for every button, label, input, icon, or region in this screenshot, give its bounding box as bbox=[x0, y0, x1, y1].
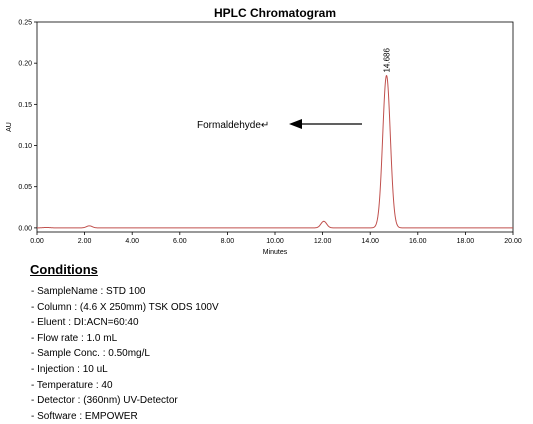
y-tick-label: 0.10 bbox=[18, 143, 32, 150]
y-tick-label: 0.15 bbox=[18, 102, 32, 109]
x-tick-label: 16.00 bbox=[409, 238, 427, 245]
condition-item: - Sample Conc. : 0.50mg/L bbox=[31, 348, 150, 360]
x-tick-label: 0.00 bbox=[30, 238, 44, 245]
x-axis-ticks: 0.00 2.00 4.00 6.00 8.00 10.00 12.00 14.00 16.00… bbox=[30, 232, 522, 245]
x-axis-label: Minutes bbox=[263, 249, 288, 256]
y-tick-label: 0.05 bbox=[18, 184, 32, 191]
annotation-arrowhead bbox=[289, 119, 302, 129]
x-tick-label: 6.00 bbox=[173, 238, 187, 245]
condition-item: - Detector : (360nm) UV-Detector bbox=[31, 395, 178, 407]
y-axis-label: AU bbox=[6, 122, 13, 132]
x-tick-label: 2.00 bbox=[78, 238, 92, 245]
condition-item: - Temperature : 40 bbox=[31, 379, 113, 391]
condition-item: - Flow rate : 1.0 mL bbox=[31, 332, 118, 344]
x-tick-label: 12.00 bbox=[314, 238, 332, 245]
chromatogram-chart: HPLC Chromatogram 0.000.050.100.150.200.… bbox=[6, 6, 522, 256]
x-tick-label: 18.00 bbox=[457, 238, 475, 245]
conditions-title: Conditions bbox=[30, 262, 98, 277]
y-tick-label: 0.20 bbox=[18, 61, 32, 68]
x-tick-label: 4.00 bbox=[125, 238, 139, 245]
x-tick-label: 20.00 bbox=[504, 238, 522, 245]
chart-title: HPLC Chromatogram bbox=[214, 6, 336, 20]
x-tick-label: 8.00 bbox=[221, 238, 235, 245]
plot-frame bbox=[36, 21, 514, 233]
x-tick-label: 10.00 bbox=[266, 238, 284, 245]
condition-item: - Software : EMPOWER bbox=[31, 410, 138, 422]
y-axis-ticks: 0.00 0.05 0.10 0.15 0.20 0.25 bbox=[18, 20, 37, 232]
x-tick-label: 14.00 bbox=[361, 238, 379, 245]
y-tick-label: 0.00 bbox=[18, 225, 32, 232]
y-tick-label: 0.25 bbox=[18, 20, 32, 27]
annotation-label: Formaldehyde↵ bbox=[197, 120, 269, 131]
peak-retention-label: 14.686 bbox=[383, 48, 392, 73]
condition-item: - Column : (4.6 X 250mm) TSK ODS 100V bbox=[31, 301, 219, 313]
condition-item: - Eluent : DI:ACN=60:40 bbox=[31, 317, 139, 329]
conditions-list: - SampleName : STD 100 - Column : (4.6 X … bbox=[31, 284, 219, 424]
peak-labels: 14.686 bbox=[383, 48, 392, 73]
chromatogram-trace bbox=[37, 74, 513, 229]
condition-item: - Injection : 10 uL bbox=[31, 363, 108, 375]
condition-item: - SampleName : STD 100 bbox=[31, 286, 146, 297]
